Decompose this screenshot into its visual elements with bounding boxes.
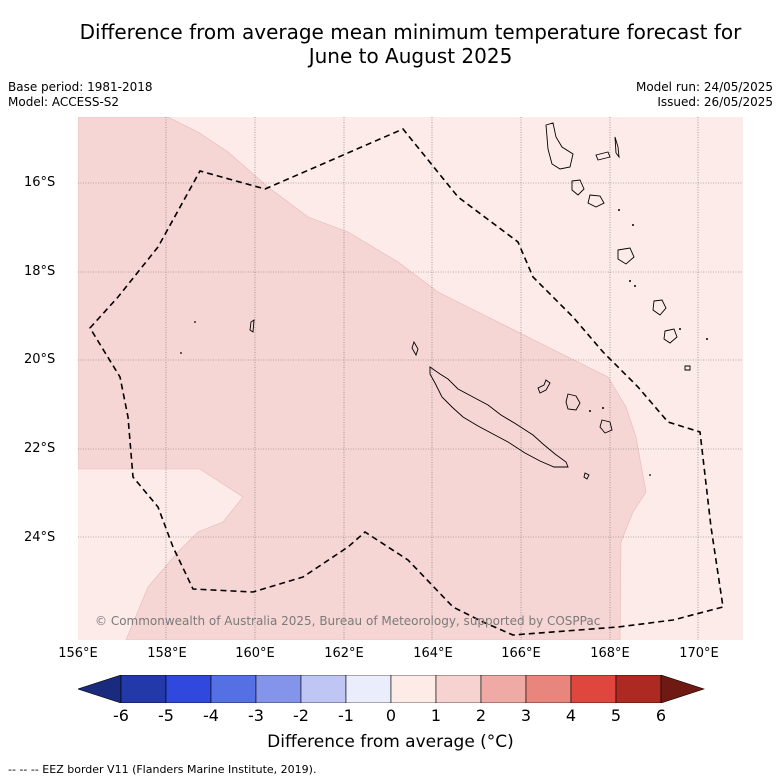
lon-label-170e: 170°E bbox=[679, 646, 719, 661]
colorbar-tick: 1 bbox=[430, 706, 442, 725]
meta-left: Base period: 1981-2018 Model: ACCESS-S2 bbox=[8, 80, 153, 110]
small-islands bbox=[180, 209, 708, 476]
colorbar-tick: -4 bbox=[203, 706, 219, 725]
coastlines bbox=[249, 122, 691, 480]
copyright-notice: © Commonwealth of Australia 2025, Bureau… bbox=[95, 614, 601, 628]
vanuatu-malekula bbox=[571, 179, 585, 196]
colorbar-tick: 0 bbox=[385, 706, 397, 725]
colorbar-extend-high bbox=[660, 675, 705, 703]
lon-label-168e: 168°E bbox=[590, 646, 630, 661]
colorbar-tick: -1 bbox=[338, 706, 354, 725]
colorbar-tick: -3 bbox=[248, 706, 264, 725]
vanuatu-erromango bbox=[652, 299, 667, 316]
anomaly-region-1-2 bbox=[78, 117, 647, 640]
colorbar-segment bbox=[120, 675, 167, 703]
colorbar-segments bbox=[78, 675, 705, 703]
colorbar-segment bbox=[255, 675, 302, 703]
lon-label-158e: 158°E bbox=[147, 646, 187, 661]
new-caledonia-coast bbox=[429, 366, 569, 468]
chesterfield-reef bbox=[249, 319, 255, 333]
colorbar-tick: 6 bbox=[655, 706, 667, 725]
colorbar-segment bbox=[570, 675, 617, 703]
colorbar-tick: -6 bbox=[113, 706, 129, 725]
colorbar-tick: -5 bbox=[158, 706, 174, 725]
vanuatu-espiritu-santo bbox=[545, 122, 574, 170]
colorbar-segment bbox=[525, 675, 572, 703]
colorbar-segment bbox=[390, 675, 437, 703]
title-line-2: June to August 2025 bbox=[308, 44, 513, 68]
loyalty-island-mare bbox=[599, 419, 613, 434]
colorbar-tick: 2 bbox=[475, 706, 487, 725]
lon-label-166e: 166°E bbox=[501, 646, 541, 661]
base-period: Base period: 1981-2018 bbox=[8, 80, 153, 94]
eez-legend: -- -- -- EEZ border V11 (Flanders Marine… bbox=[8, 763, 317, 776]
chart-title: Difference from average mean minimum tem… bbox=[0, 20, 781, 68]
lat-label-20s: 20°S bbox=[24, 352, 56, 367]
colorbar-segment bbox=[300, 675, 347, 703]
colorbar-tick: 3 bbox=[520, 706, 532, 725]
colorbar-tick: 4 bbox=[565, 706, 577, 725]
lon-label-162e: 162°E bbox=[324, 646, 364, 661]
vanuatu-pentecost bbox=[614, 136, 620, 159]
loyalty-island-lifou bbox=[565, 393, 581, 411]
lat-label-18s: 18°S bbox=[24, 264, 56, 279]
colorbar-segment bbox=[435, 675, 482, 703]
vanuatu-tanna bbox=[617, 247, 635, 265]
map-svg bbox=[78, 117, 743, 640]
lon-label-160e: 160°E bbox=[235, 646, 275, 661]
colorbar-segment bbox=[480, 675, 527, 703]
colorbar-segment bbox=[165, 675, 212, 703]
vanuatu-efate bbox=[587, 194, 605, 208]
colorbar-segment bbox=[345, 675, 392, 703]
colorbar bbox=[78, 675, 705, 703]
issued-date: Issued: 26/05/2025 bbox=[657, 95, 773, 109]
vanuatu-aneityum bbox=[663, 328, 678, 344]
new-caledonia-northern-islets bbox=[411, 340, 419, 357]
lon-label-156e: 156°E bbox=[58, 646, 98, 661]
lon-label-164e: 164°E bbox=[413, 646, 453, 661]
meta-right: Model run: 24/05/2025 Issued: 26/05/2025 bbox=[636, 80, 773, 110]
title-line-1: Difference from average mean minimum tem… bbox=[79, 20, 742, 44]
colorbar-segment bbox=[615, 675, 662, 703]
lat-label-22s: 22°S bbox=[24, 441, 56, 456]
colorbar-segment bbox=[210, 675, 257, 703]
colorbar-label: Difference from average (°C) bbox=[267, 732, 514, 752]
loyalty-island-ouvea bbox=[537, 379, 551, 394]
walpole-island bbox=[583, 472, 590, 480]
lat-label-24s: 24°S bbox=[24, 530, 56, 545]
colorbar-tick: 5 bbox=[610, 706, 622, 725]
matthew-island bbox=[684, 365, 691, 371]
eez-border bbox=[89, 128, 724, 636]
model-run: Model run: 24/05/2025 bbox=[635, 80, 773, 94]
lat-label-16s: 16°S bbox=[24, 175, 56, 190]
colorbar-extend-low bbox=[78, 675, 122, 703]
map-panel bbox=[78, 117, 743, 640]
colorbar-tick: -2 bbox=[293, 706, 309, 725]
vanuatu-ambae bbox=[595, 151, 611, 161]
model-name: Model: ACCESS-S2 bbox=[8, 95, 120, 109]
gridlines bbox=[78, 117, 743, 640]
